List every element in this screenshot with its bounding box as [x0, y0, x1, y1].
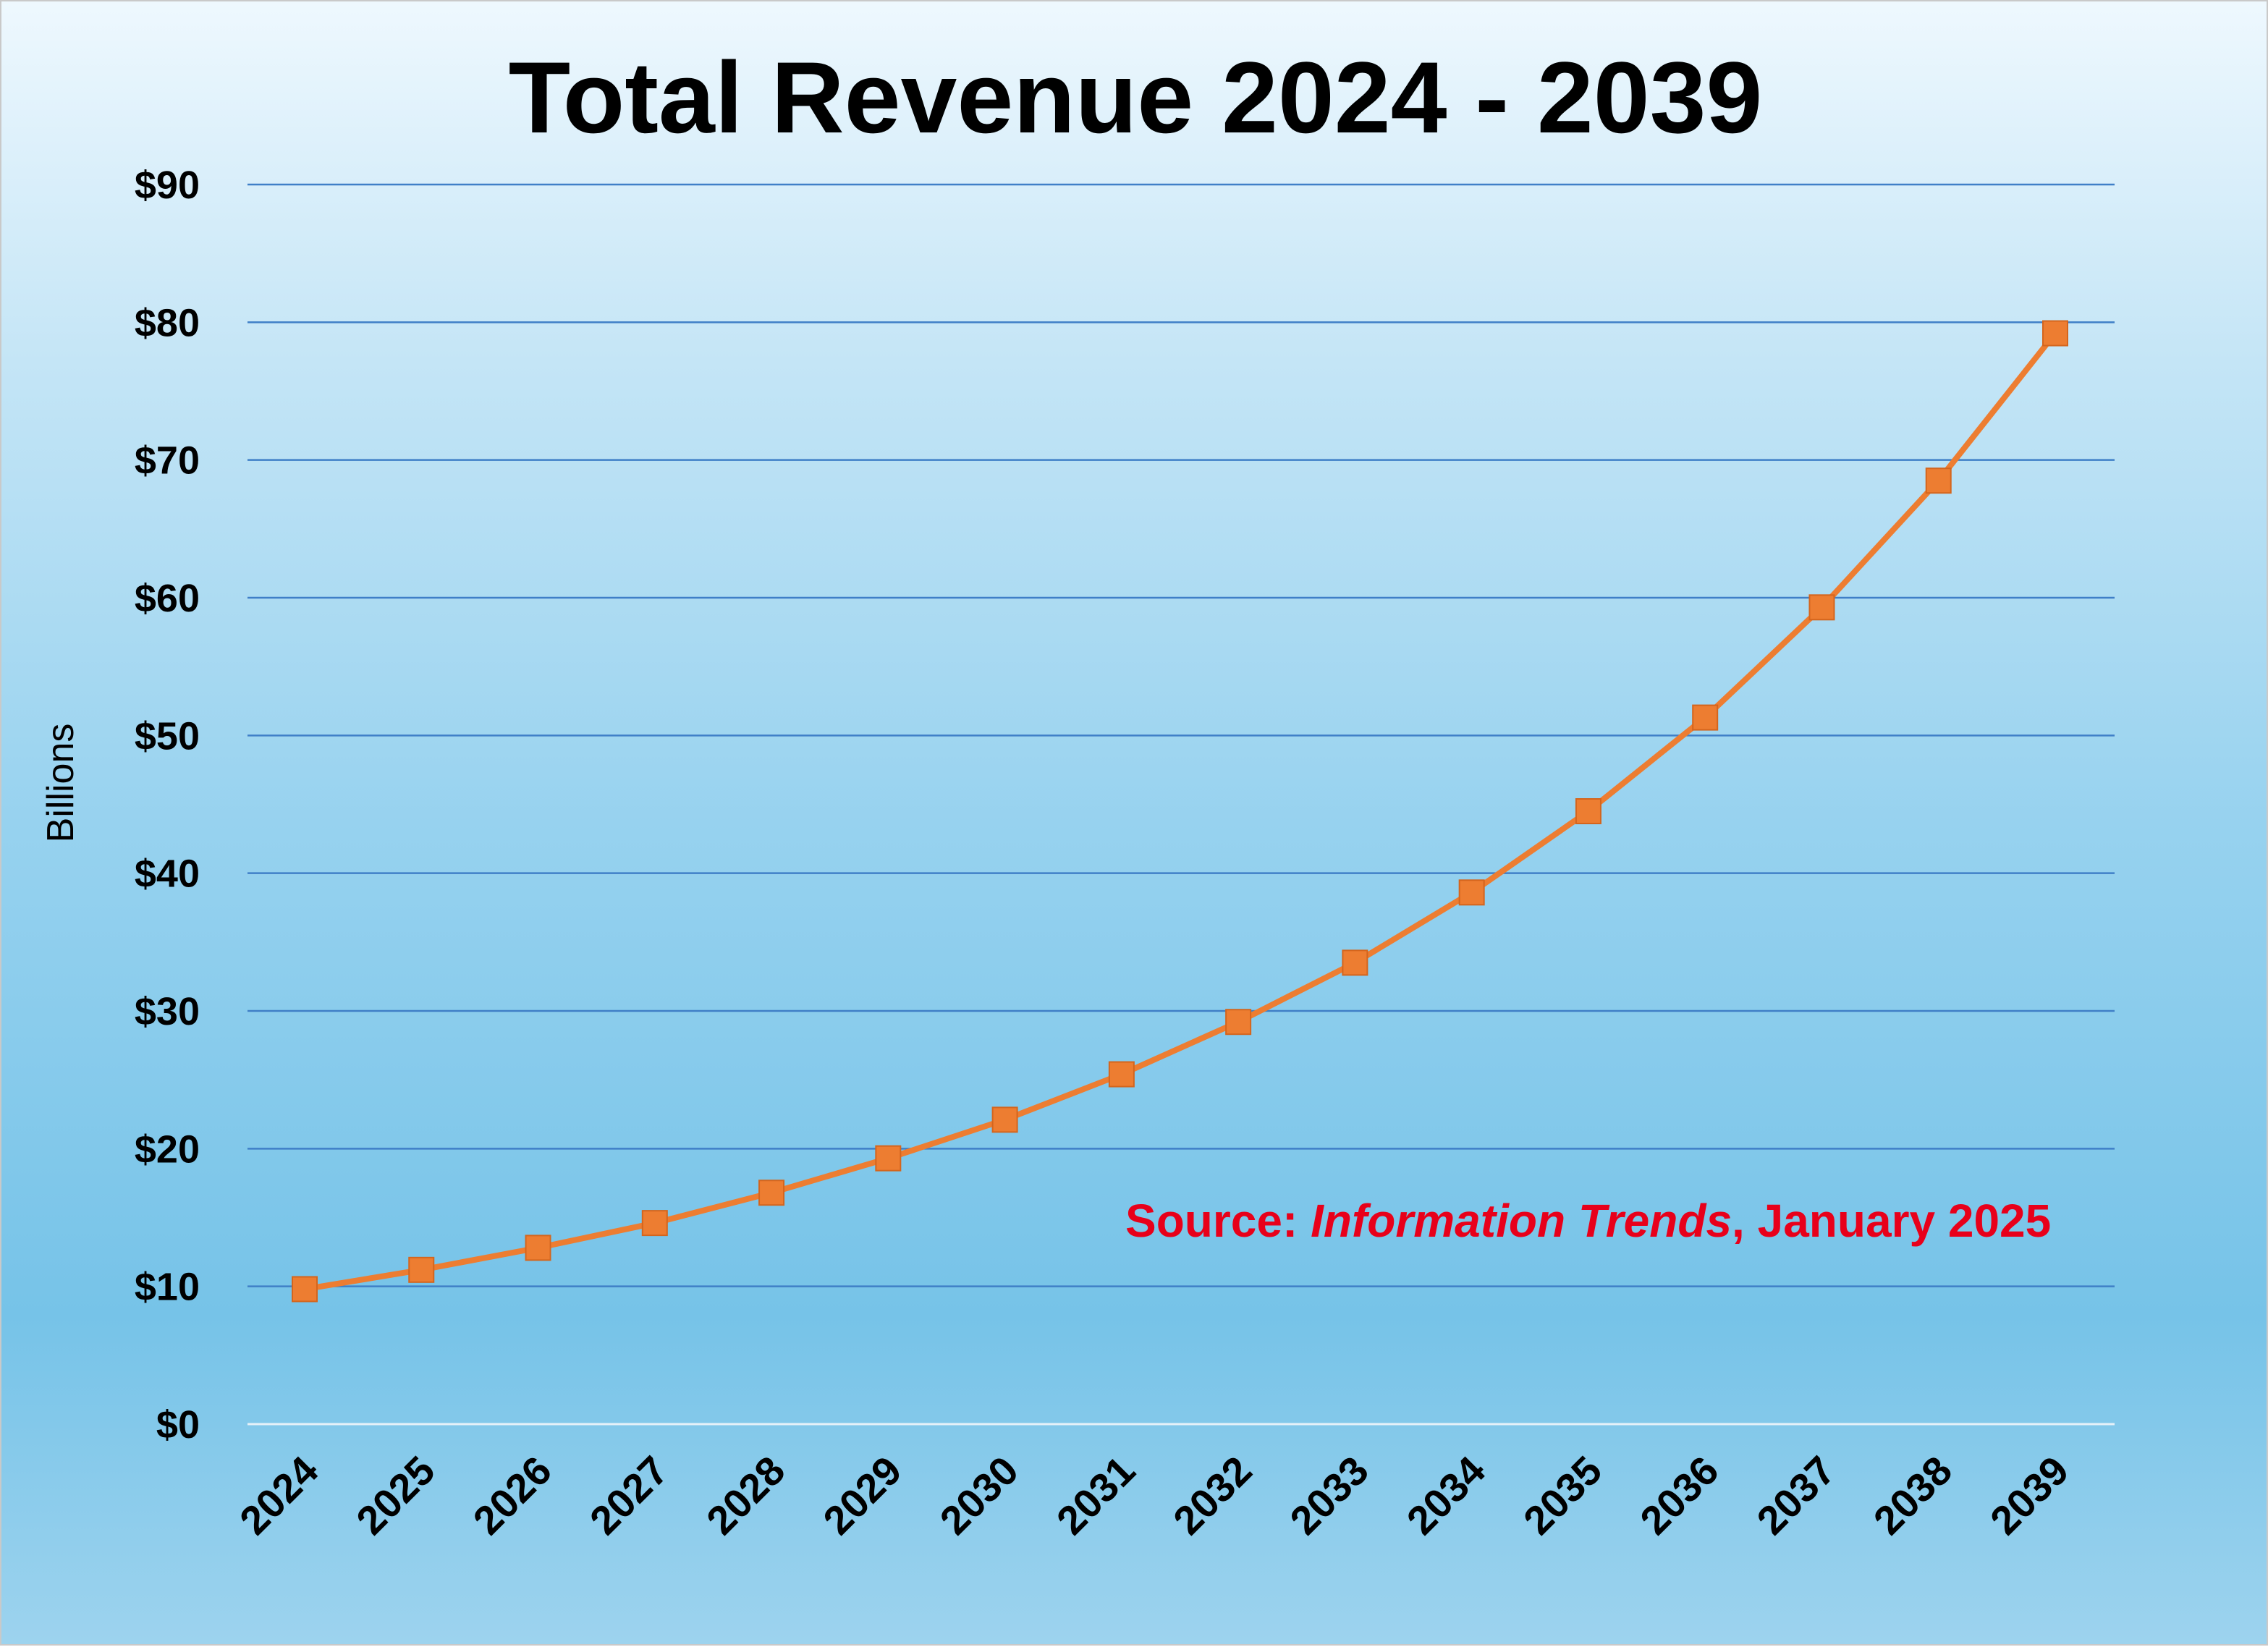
y-tick-label-30: $30	[135, 990, 200, 1033]
source-suffix: , January 2025	[1732, 1195, 2052, 1247]
data-point-2029	[875, 1145, 902, 1172]
x-tick-label-2026: 2026	[464, 1447, 560, 1544]
x-tick-label-2027: 2027	[581, 1447, 677, 1544]
data-point-2024	[292, 1276, 318, 1303]
x-tick-label-2024: 2024	[231, 1447, 327, 1544]
x-tick-labels: 2024 2025 2026 2027 2028 2029 2030 2031 2032 2033…	[231, 1447, 2078, 1544]
source-annotation: Source: Information Trends, January 2025	[1125, 1194, 2051, 1248]
x-tick-label-2025: 2025	[347, 1447, 444, 1544]
data-point-2034	[1458, 879, 1485, 906]
y-tick-label-20: $20	[135, 1127, 200, 1171]
x-tick-label-2029: 2029	[814, 1447, 910, 1544]
data-point-2035	[1575, 798, 1601, 825]
data-point-2037	[1808, 594, 1835, 621]
data-point-2030	[991, 1106, 1018, 1133]
data-point-2036	[1692, 704, 1719, 731]
x-tick-label-2030: 2030	[931, 1447, 1027, 1544]
x-tick-label-2031: 2031	[1048, 1447, 1144, 1544]
source-prefix: Source:	[1125, 1195, 1311, 1247]
data-point-2039	[2042, 320, 2068, 347]
y-tick-label-80: $80	[135, 301, 200, 344]
y-tick-label-10: $10	[135, 1266, 200, 1309]
data-point-2025	[408, 1256, 435, 1283]
x-tick-label-2035: 2035	[1515, 1447, 1611, 1544]
data-point-2031	[1108, 1061, 1135, 1088]
x-tick-label-2028: 2028	[698, 1447, 794, 1544]
y-tick-label-40: $40	[135, 852, 200, 896]
data-point-2027	[641, 1210, 668, 1237]
chart-title: Total Revenue 2024 - 2039	[508, 41, 1763, 154]
data-point-2026	[525, 1235, 551, 1261]
y-tick-label-50: $50	[135, 714, 200, 758]
y-tick-labels: $0 $10 $20 $30 $40 $50 $60 $70 $80 $90	[135, 164, 200, 1447]
x-tick-label-2034: 2034	[1398, 1447, 1494, 1544]
series-line	[302, 330, 2058, 1292]
gridlines	[247, 183, 2115, 1426]
y-tick-label-90: $90	[135, 164, 200, 207]
data-point-2028	[758, 1180, 785, 1206]
x-tick-label-2039: 2039	[1981, 1447, 2078, 1544]
x-tick-label-2038: 2038	[1865, 1447, 1961, 1544]
x-tick-label-2033: 2033	[1281, 1447, 1377, 1544]
y-tick-label-0: $0	[156, 1403, 200, 1447]
y-tick-label-60: $60	[135, 577, 200, 620]
series-revenue	[292, 320, 2068, 1303]
data-point-2032	[1225, 1009, 1252, 1036]
source-italic: Information Trends	[1311, 1195, 1732, 1247]
x-tick-label-2032: 2032	[1164, 1447, 1261, 1544]
data-point-2033	[1342, 949, 1368, 976]
x-tick-label-2036: 2036	[1631, 1447, 1727, 1544]
y-tick-label-70: $70	[135, 439, 200, 483]
x-tick-label-2037: 2037	[1748, 1447, 1844, 1544]
data-point-2038	[1925, 467, 1952, 494]
